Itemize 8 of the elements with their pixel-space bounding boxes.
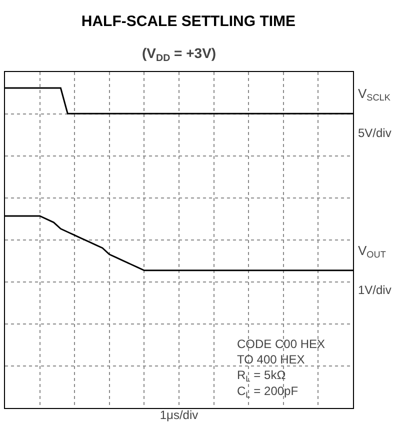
x-axis-title: 1μs/div xyxy=(160,408,198,422)
text: 1V/div xyxy=(358,283,392,297)
text: 5V/div xyxy=(358,126,392,140)
chart-title: HALF-SCALE SETTLING TIME xyxy=(81,12,296,30)
chart-subtitle: (V$_{DD}$ = +3V) xyxy=(142,45,216,64)
series-label: V$_{OUT}$ xyxy=(358,243,386,260)
series-label: V$_{SCLK}$ xyxy=(358,86,390,103)
annotation: CODE C00 HEX TO 400 HEX R$_{L}$ = 5kΩ C$_{L}$ = 200pF xyxy=(237,337,326,400)
